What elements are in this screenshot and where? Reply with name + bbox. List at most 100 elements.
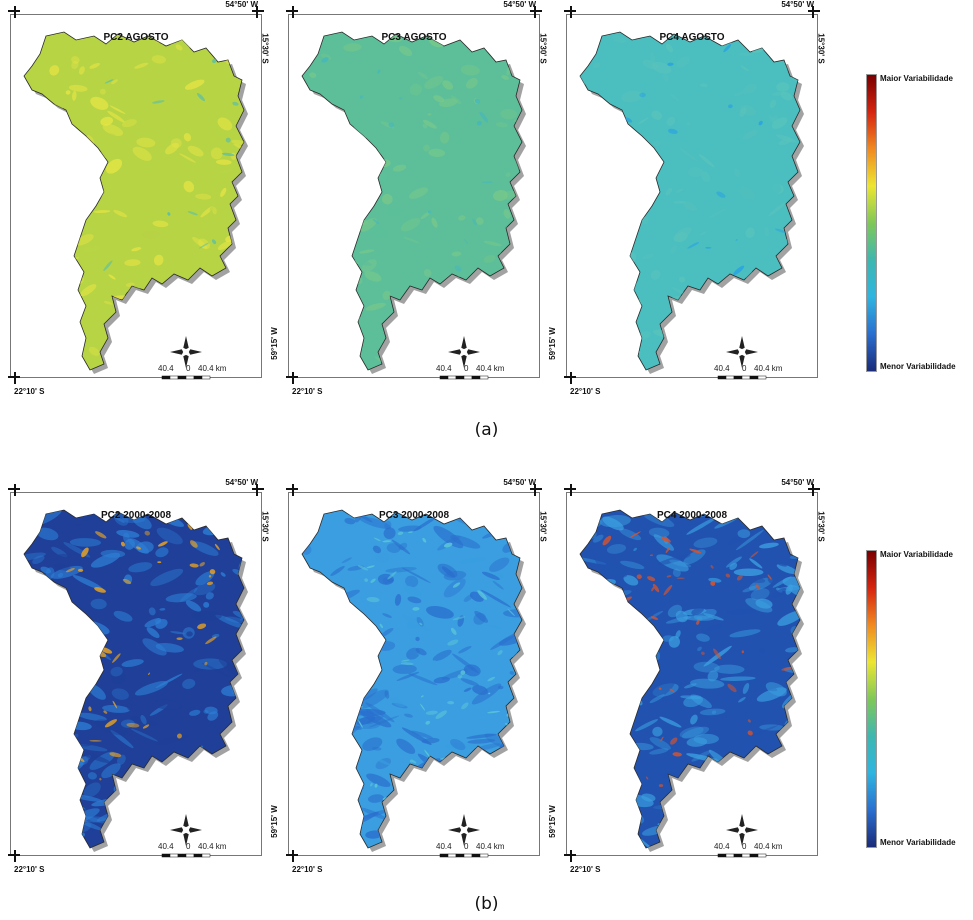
map-panel-pc3-agosto: PC3 AGOSTO 54°50' W 15°30' S 59°15' W 22°10'…: [270, 0, 548, 396]
coord-lat-bottom: 22°10' S: [292, 387, 323, 396]
scale-label-right: 40.4 km: [754, 364, 783, 373]
frame-tick: [808, 10, 820, 12]
legend-min-label: Menor Variabilidade: [880, 362, 956, 371]
coord-lon-top: 54°50' W: [503, 478, 536, 487]
caption-b: (b): [474, 894, 499, 914]
frame-tick: [14, 6, 16, 18]
frame-tick: [256, 484, 258, 496]
compass-rose-icon: [726, 814, 758, 846]
scale-label-left: 40.4: [158, 842, 174, 851]
scale-label-left: 40.4: [158, 364, 174, 373]
scale-label-mid: 0: [742, 364, 747, 373]
scale-label-mid: 0: [464, 364, 469, 373]
region-fill: [579, 31, 801, 371]
frame-tick: [292, 484, 294, 496]
frame-tick: [14, 484, 16, 496]
scale-label-left: 40.4: [714, 364, 730, 373]
scale-bar: [161, 853, 211, 858]
coord-lon-bottom: 59°15' W: [0, 327, 1, 360]
panel-title: PC4 2000-2008: [656, 510, 728, 521]
coord-lat-top: 15°30' S: [260, 511, 270, 542]
frame-tick: [534, 484, 536, 496]
coord-lat-bottom: 22°10' S: [570, 387, 601, 396]
panel-title: PC2 2000-2008: [100, 510, 172, 521]
map-panel-pc2-2000-2008: PC2 2000-2008 54°50' W 15°30' S 59°15' W 22°…: [0, 478, 270, 874]
legend-a: Maior Variabilidade Menor Variabilidade: [866, 74, 973, 374]
map-panel-pc4-2000-2008: PC4 2000-2008 54°50' W 15°30' S 59°15' W 22°…: [548, 478, 826, 874]
scale-bar: [717, 375, 767, 380]
frame-tick: [534, 6, 536, 18]
scale-bar: [717, 853, 767, 858]
region-fill: [23, 31, 245, 371]
frame-tick: [570, 484, 572, 496]
frame-tick: [570, 850, 572, 862]
compass-rose-icon: [170, 814, 202, 846]
region-fill: [301, 31, 523, 371]
frame-tick: [14, 372, 16, 384]
coord-lat-bottom: 22°10' S: [14, 387, 45, 396]
panel-title: PC4 AGOSTO: [659, 32, 725, 43]
panel-title: PC3 2000-2008: [378, 510, 450, 521]
legend-max-label: Maior Variabilidade: [880, 74, 953, 83]
coord-lat-top: 15°30' S: [816, 33, 826, 64]
scale-label-mid: 0: [186, 364, 191, 373]
legend-color-ramp: [866, 74, 877, 372]
legend-color-ramp: [866, 550, 877, 848]
frame-tick: [812, 6, 814, 18]
coord-lat-top: 15°30' S: [816, 511, 826, 542]
scale-label-right: 40.4 km: [476, 364, 505, 373]
scale-label-left: 40.4: [436, 842, 452, 851]
frame-tick: [530, 10, 542, 12]
coord-lon-top: 54°50' W: [503, 0, 536, 9]
panel-title: PC2 AGOSTO: [103, 32, 169, 43]
scale-bar: [439, 853, 489, 858]
compass-rose-icon: [170, 336, 202, 368]
coord-lon-bottom: 59°15' W: [0, 805, 1, 838]
frame-tick: [530, 488, 542, 490]
frame-tick: [292, 850, 294, 862]
coord-lat-bottom: 22°10' S: [292, 865, 323, 874]
caption-a: (a): [474, 420, 499, 440]
coord-lat-top: 15°30' S: [538, 33, 548, 64]
frame-tick: [292, 372, 294, 384]
scale-label-right: 40.4 km: [198, 842, 227, 851]
coord-lon-bottom: 59°15' W: [547, 805, 557, 838]
coord-lon-top: 54°50' W: [225, 478, 258, 487]
frame-tick: [570, 372, 572, 384]
compass-rose-icon: [448, 336, 480, 368]
scale-label-mid: 0: [186, 842, 191, 851]
region-map: [301, 509, 526, 858]
coord-lat-bottom: 22°10' S: [570, 865, 601, 874]
frame-tick: [14, 850, 16, 862]
scale-label-right: 40.4 km: [754, 842, 783, 851]
frame-tick: [812, 484, 814, 496]
scale-label-left: 40.4: [714, 842, 730, 851]
scale-bar: [161, 375, 211, 380]
coord-lon-bottom: 59°15' W: [269, 805, 279, 838]
region-map: [579, 31, 804, 380]
map-panel-pc2-agosto: PC2 AGOSTO 54°50' W 15°30' S 59°15' W 22°10'…: [0, 0, 269, 396]
coord-lon-bottom: 59°15' W: [547, 327, 557, 360]
region-map: [579, 509, 804, 858]
coord-lon-top: 54°50' W: [225, 0, 258, 9]
legend-b: Maior Variabilidade Menor Variabilidade: [866, 550, 973, 850]
frame-tick: [292, 6, 294, 18]
compass-rose-icon: [726, 336, 758, 368]
scale-label-right: 40.4 km: [198, 364, 227, 373]
panel-title: PC3 AGOSTO: [381, 32, 447, 43]
coord-lat-bottom: 22°10' S: [14, 865, 45, 874]
scale-bar: [439, 375, 489, 380]
compass-rose-icon: [448, 814, 480, 846]
legend-min-label: Menor Variabilidade: [880, 838, 956, 847]
frame-tick: [256, 6, 258, 18]
scale-label-left: 40.4: [436, 364, 452, 373]
region-map: [23, 31, 248, 380]
coord-lon-top: 54°50' W: [781, 478, 814, 487]
region-map: [301, 31, 526, 380]
map-panel-pc3-2000-2008: PC3 2000-2008 54°50' W 15°30' S 59°15' W 22°…: [270, 478, 548, 874]
coord-lat-top: 15°30' S: [538, 511, 548, 542]
region-map: [23, 509, 248, 858]
coord-lon-top: 54°50' W: [781, 0, 814, 9]
frame-tick: [570, 6, 572, 18]
map-panel-pc4-agosto: PC4 AGOSTO 54°50' W 15°30' S 59°15' W 22°10'…: [548, 0, 826, 396]
